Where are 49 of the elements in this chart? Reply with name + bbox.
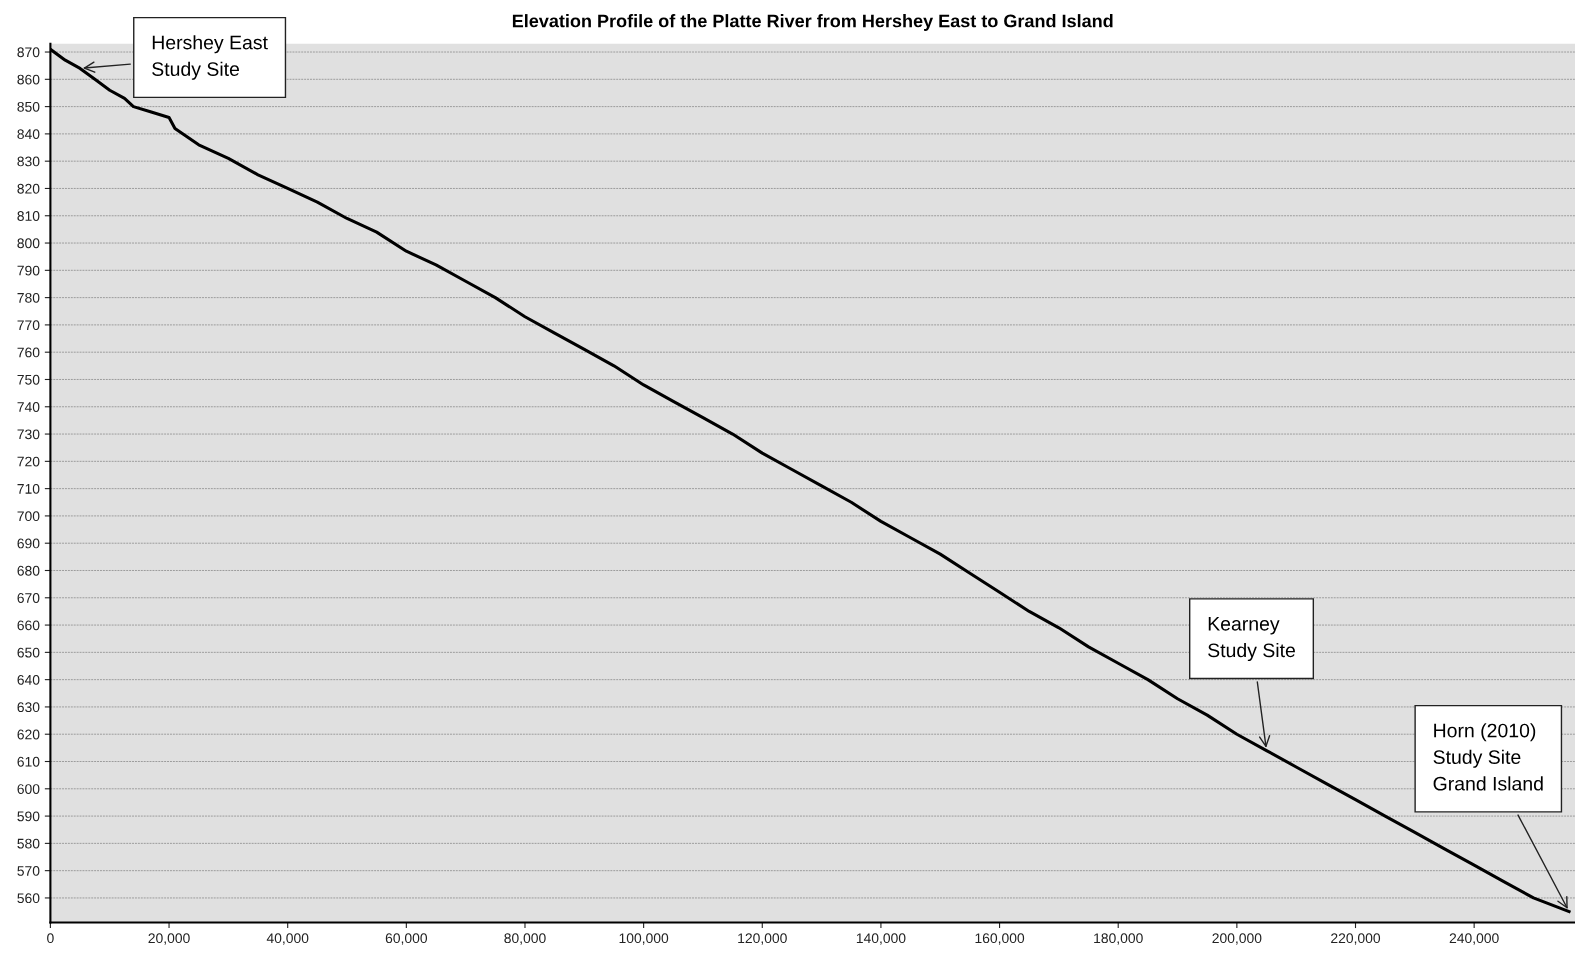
y-tick-label: 710	[17, 483, 40, 494]
y-tick-label: 770	[17, 320, 40, 331]
annotation: Horn (2010) Study Site Grand Island	[1433, 723, 1543, 791]
x-tick-label: 120,000	[738, 933, 787, 945]
y-tick-label: 790	[17, 265, 40, 276]
x-tick-label: 40,000	[266, 933, 309, 945]
y-tick-label: 860	[17, 74, 40, 85]
y-tick-label: 820	[17, 183, 40, 194]
annotation: Kearney Study Site	[1208, 617, 1295, 662]
x-tick-label: 180,000	[1094, 933, 1143, 945]
y-tick-label: 780	[17, 292, 40, 303]
y-tick-label: 720	[17, 456, 40, 467]
y-tick-label: 610	[17, 756, 40, 767]
x-tick-label: 80,000	[504, 933, 546, 945]
y-tick-label: 840	[17, 129, 40, 140]
y-tick-label: 750	[17, 374, 40, 385]
x-tick-label: 200,000	[1212, 933, 1262, 945]
y-tick-label: 630	[17, 702, 40, 713]
y-tick-label: 600	[17, 784, 40, 794]
y-tick-label: 740	[17, 402, 40, 412]
y-tick-label: 640	[17, 674, 40, 685]
y-tick-label: 690	[17, 538, 40, 549]
x-tick-label: 220,000	[1331, 933, 1381, 945]
y-tick-label: 870	[17, 47, 40, 58]
y-tick-label: 730	[17, 429, 40, 440]
y-tick-label: 810	[17, 211, 40, 221]
annotation: Hershey East Study Site	[152, 35, 268, 80]
y-tick-label: 760	[17, 347, 40, 358]
x-tick-label: 60,000	[385, 933, 428, 945]
y-tick-label: 580	[17, 838, 40, 849]
y-tick-label: 590	[17, 811, 40, 822]
y-tick-label: 650	[17, 647, 40, 658]
y-tick-label: 800	[17, 238, 40, 249]
x-tick-label: 160,000	[975, 933, 1025, 945]
x-tick-label: 100,000	[619, 933, 669, 945]
y-tick-label: 830	[17, 156, 40, 167]
y-tick-label: 850	[17, 101, 40, 112]
y-tick-label: 680	[17, 565, 40, 576]
y-tick-label: 700	[17, 511, 40, 522]
y-tick-label: 560	[17, 893, 40, 904]
y-tick-label: 570	[17, 865, 40, 876]
y-tick-label: 660	[17, 620, 40, 631]
x-tick-label: 0	[47, 933, 54, 944]
x-tick-label: 240,000	[1449, 933, 1499, 945]
y-tick-label: 670	[17, 593, 40, 603]
x-tick-label: 20,000	[148, 933, 190, 945]
y-tick-label: 620	[17, 729, 40, 740]
x-tick-label: 140,000	[856, 933, 906, 945]
chart-title: Elevation Profile of the Platte River from Hershey East to Grand Island	[512, 14, 1113, 31]
